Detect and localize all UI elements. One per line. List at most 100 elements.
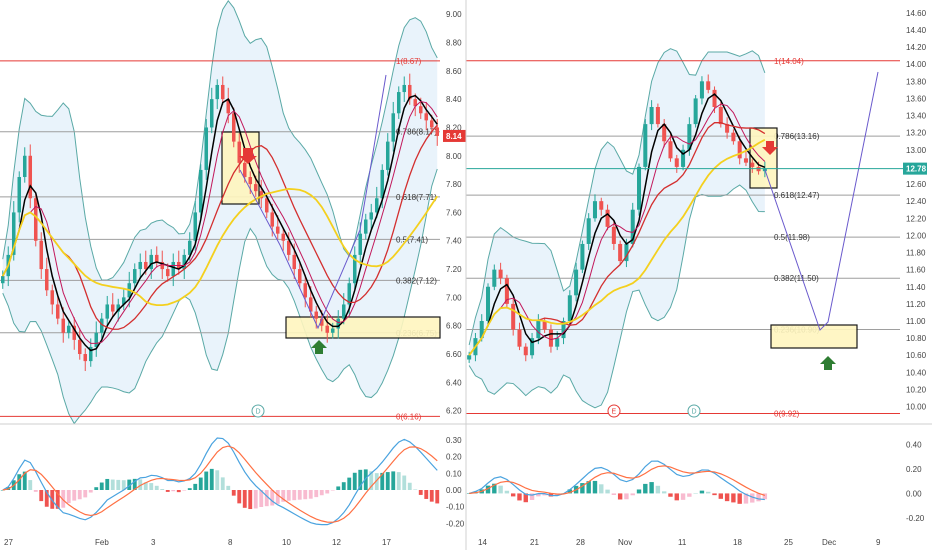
macd-histogram-bar <box>248 490 253 510</box>
fib-label: 1(14.04) <box>774 57 804 66</box>
macd-histogram-bar <box>77 490 82 500</box>
candle-body <box>699 81 704 99</box>
price-tick: 8.40 <box>446 95 462 104</box>
candle-body <box>523 346 528 356</box>
candle-body <box>737 141 742 159</box>
candle-body <box>259 191 264 199</box>
candle-body <box>193 212 198 241</box>
macd-histogram-bar <box>149 483 154 490</box>
macd-histogram-bar <box>706 491 711 494</box>
candle-body <box>44 269 49 291</box>
candle-body <box>358 233 363 255</box>
price-tick: 14.60 <box>906 9 927 18</box>
macd-histogram-bar <box>429 490 434 502</box>
macd-histogram-bar <box>165 490 170 492</box>
candle-body <box>72 325 77 340</box>
candle-body <box>314 311 319 319</box>
macd-histogram-bar <box>380 472 385 490</box>
candle-body <box>611 226 616 244</box>
candle-body <box>121 297 126 305</box>
candle-body <box>253 184 258 192</box>
macd-histogram-bar <box>209 468 214 490</box>
macd-histogram-bar <box>737 493 742 504</box>
macd-histogram-bar <box>193 483 198 490</box>
time-tick: 10 <box>282 538 291 547</box>
price-tick: 13.60 <box>906 94 927 103</box>
macd-histogram-bar <box>523 493 528 503</box>
macd-histogram-bar <box>121 480 126 490</box>
candle-body <box>655 106 660 125</box>
down-arrow-icon <box>762 141 778 155</box>
candle-body <box>204 127 209 170</box>
fib-label: 1(8.67) <box>396 57 422 66</box>
macd-histogram-bar <box>297 490 302 500</box>
candle-body <box>363 219 368 234</box>
candle-body <box>220 84 225 100</box>
macd-histogram-bar <box>242 490 247 508</box>
signal-line <box>2 445 438 523</box>
price-tick: 11.80 <box>906 249 926 258</box>
right-time-axis: 14 21 28 Nov 11 18 25 Dec 9 <box>478 538 881 547</box>
candle-body <box>743 158 748 163</box>
macd-histogram-bar <box>529 493 535 500</box>
time-tick: 27 <box>4 538 13 547</box>
macd-histogram-bar <box>55 490 60 509</box>
left-candles <box>0 73 440 372</box>
candle-body <box>33 198 38 241</box>
candle-body <box>725 124 730 133</box>
candle-body <box>492 269 497 287</box>
candle-body <box>0 276 5 284</box>
candle-body <box>61 318 66 333</box>
macd-histogram-bar <box>204 471 209 490</box>
fib-label: 0.382(7.12) <box>396 276 437 285</box>
candle-body <box>297 269 302 284</box>
price-tick: 8.80 <box>446 38 462 47</box>
candle-body <box>352 254 357 284</box>
candle-body <box>28 155 33 199</box>
price-tick: 6.80 <box>446 322 462 331</box>
macd-histogram-bar <box>655 485 661 494</box>
time-tick: 8 <box>228 538 233 547</box>
macd-histogram-bar <box>44 490 49 507</box>
macd-histogram-bar <box>281 490 286 502</box>
macd-histogram-bar <box>143 482 148 490</box>
fib-label: 0.5(11.98) <box>774 233 810 242</box>
macd-histogram-bar <box>325 490 330 494</box>
macd-histogram-bar <box>693 493 698 494</box>
price-tick: 13.00 <box>906 146 927 155</box>
macd-histogram-bar <box>187 488 192 490</box>
candle-body <box>385 141 390 170</box>
price-tick: 6.60 <box>446 350 462 359</box>
macd-histogram-bar <box>270 490 275 506</box>
macd-histogram-bar <box>750 493 755 503</box>
price-tick: 13.20 <box>906 129 927 138</box>
time-tick: Nov <box>618 538 632 547</box>
price-tick: 8.60 <box>446 67 462 76</box>
candle-body <box>706 81 711 90</box>
ma-pink <box>468 103 766 356</box>
macd-histogram-bar <box>341 482 346 490</box>
macd-tick: 0.20 <box>446 453 462 462</box>
candle-body <box>50 290 55 305</box>
macd-histogram-bar <box>718 493 724 499</box>
macd-histogram-bar <box>220 477 225 490</box>
macd-histogram-bar <box>237 490 242 504</box>
price-tick: 10.40 <box>906 368 927 377</box>
macd-histogram-bar <box>624 493 629 500</box>
right-arrows <box>762 141 836 370</box>
macd-histogram-bar <box>418 490 423 495</box>
up-arrow-icon <box>311 340 327 354</box>
candle-body <box>486 286 491 321</box>
macd-histogram-bar <box>586 481 591 494</box>
candle-body <box>681 149 686 167</box>
macd-histogram-bar <box>580 483 585 494</box>
candle-body <box>693 98 698 125</box>
candle-body <box>580 243 585 270</box>
candle-body <box>94 332 99 347</box>
macd-histogram-bar <box>132 478 137 490</box>
candle-body <box>624 243 629 262</box>
candle-body <box>599 201 604 210</box>
candle-body <box>171 261 176 277</box>
candle-body <box>418 106 423 114</box>
